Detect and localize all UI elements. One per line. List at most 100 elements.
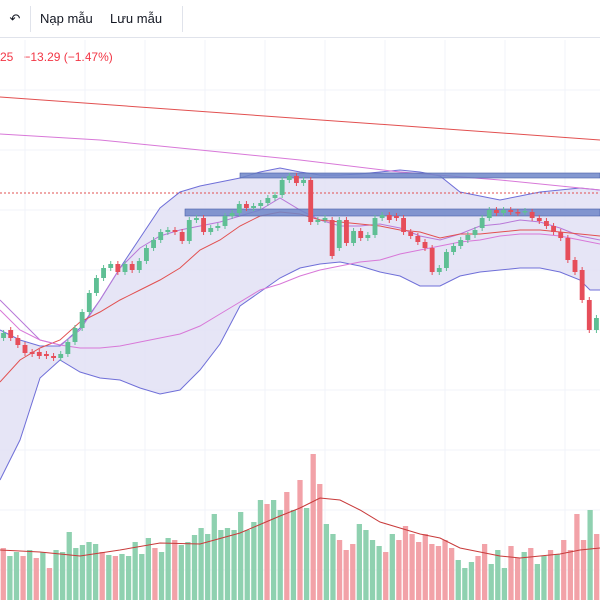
candle-body <box>401 218 406 232</box>
candle-body <box>115 264 121 272</box>
volume-bar <box>257 500 264 600</box>
volume-bar <box>251 522 257 600</box>
volume-bar <box>449 548 455 600</box>
candle-body <box>522 211 528 213</box>
volume-bar <box>336 540 343 600</box>
candle-body <box>572 260 578 272</box>
volume-bar <box>224 528 231 600</box>
candle-body <box>386 215 392 220</box>
volume-bar <box>475 556 481 600</box>
candle-body <box>394 216 399 218</box>
candle-body <box>451 246 456 252</box>
candle-body <box>186 220 192 241</box>
candle-body <box>258 203 264 206</box>
candle-body <box>151 240 156 248</box>
candle-body <box>586 300 592 330</box>
candle-body <box>358 231 364 238</box>
load-template-button[interactable]: Nạp mẫu <box>40 11 93 26</box>
candle-body <box>265 198 271 203</box>
volume-bar <box>158 552 165 600</box>
volume-bar <box>554 554 560 600</box>
volume-bar <box>92 544 99 600</box>
candle-body <box>551 226 556 232</box>
candle-body <box>15 338 21 345</box>
candle-body <box>251 206 256 208</box>
volume-bar <box>125 556 132 600</box>
volume-bar <box>119 554 125 600</box>
volume-bar <box>383 552 389 600</box>
volume-bar <box>231 530 237 600</box>
volume-bar <box>13 552 20 600</box>
candle-body <box>486 210 492 218</box>
candle-body <box>29 352 35 354</box>
volume-bar <box>99 552 105 600</box>
volume-bar <box>106 555 112 600</box>
volume-bar <box>376 546 382 600</box>
volume-bar <box>79 545 86 600</box>
candle-body <box>536 218 542 221</box>
moving-average-pink-long <box>0 133 600 191</box>
volume-bar <box>547 550 554 600</box>
candle-body <box>544 221 549 226</box>
candle-body <box>201 218 206 232</box>
volume-bar <box>495 550 501 600</box>
volume-bar <box>442 540 448 600</box>
candle-body <box>79 312 85 328</box>
price-legend: 25 −13.29 (−1.47%) <box>0 50 113 64</box>
volume-bar <box>521 552 527 600</box>
volume-bar <box>185 542 191 600</box>
volume-bar <box>323 524 330 600</box>
toolbar-divider <box>182 6 183 32</box>
candle-body <box>286 176 292 180</box>
candle-body <box>165 230 171 232</box>
candle-body <box>408 232 414 236</box>
undo-icon[interactable]: ↶ <box>9 11 21 26</box>
candle-body <box>301 180 306 183</box>
volume-bar <box>53 550 59 600</box>
volume-bar <box>534 564 540 600</box>
candle-body <box>144 248 149 261</box>
candle-body <box>465 235 471 240</box>
volume-bar <box>528 548 534 600</box>
volume-bar <box>20 556 26 600</box>
volume-bar <box>488 564 494 600</box>
price-chart[interactable] <box>0 38 600 600</box>
volume-bar <box>284 492 290 600</box>
volume-bar <box>205 534 211 600</box>
candle-body <box>36 352 42 356</box>
candle-body <box>501 210 506 213</box>
volume-bar <box>191 535 198 600</box>
candle-body <box>94 278 99 293</box>
save-template-button[interactable]: Lưu mẫu <box>110 11 163 26</box>
volume-bar <box>409 534 415 600</box>
candle-body <box>158 232 164 240</box>
candle-body <box>529 212 535 218</box>
candle-body <box>122 264 128 272</box>
volume-bar <box>86 542 92 600</box>
volume-bar <box>112 556 119 600</box>
candle-body <box>72 328 78 342</box>
candle-body <box>458 240 464 246</box>
candle-body <box>558 232 564 238</box>
volume-bar <box>389 534 395 600</box>
price-change: −13.29 (−1.47%) <box>23 50 113 64</box>
volume-bar <box>343 550 349 600</box>
candle-body <box>444 252 449 268</box>
volume-bar <box>561 540 567 600</box>
volume-bar <box>429 544 435 600</box>
volume-bar <box>350 544 356 600</box>
candle-body <box>215 226 221 228</box>
candle-body <box>172 230 178 232</box>
candle-body <box>372 218 378 235</box>
candle-body <box>429 248 435 272</box>
moving-average-pink <box>0 233 600 349</box>
volume-bar <box>40 552 46 600</box>
volume-bar <box>501 568 508 600</box>
candle-body <box>365 235 371 238</box>
candle-body <box>308 180 314 222</box>
volume-bar <box>46 568 53 600</box>
volume-bar <box>468 562 475 600</box>
candle-body <box>101 268 106 278</box>
candle-body <box>415 236 421 242</box>
candle-body <box>508 210 514 212</box>
